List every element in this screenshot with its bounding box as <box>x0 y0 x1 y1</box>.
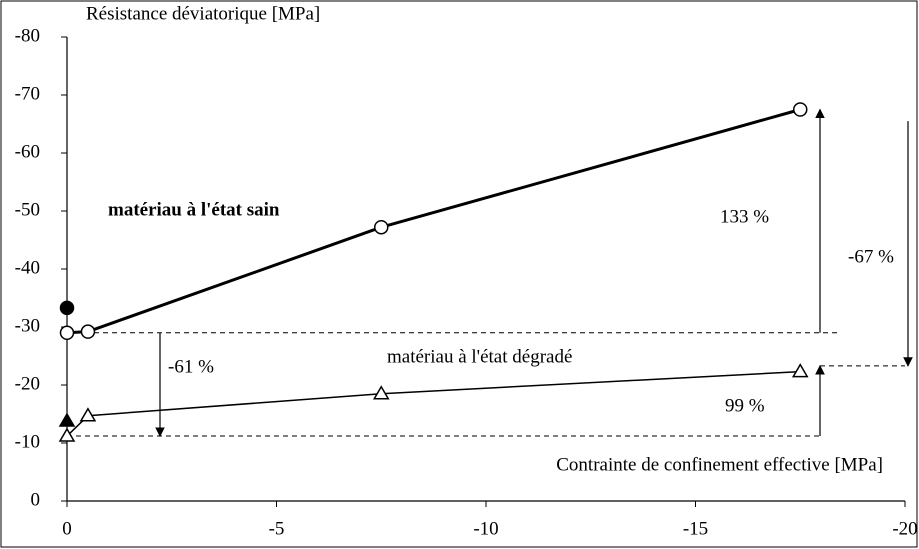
series-label: matériau à l'état sain <box>108 199 280 220</box>
x-tick-label: 0 <box>62 518 72 539</box>
series-line <box>66 370 801 437</box>
marker <box>793 102 808 117</box>
annotation: 133 % <box>720 206 769 227</box>
annotation: -61 % <box>168 356 214 377</box>
y-tick-label: -80 <box>15 25 40 46</box>
marker <box>80 324 96 339</box>
marker <box>791 363 809 378</box>
x-axis-label: Contrainte de confinement effective [MPa… <box>556 454 883 475</box>
y-tick-label: 0 <box>31 489 41 510</box>
y-tick-label: -10 <box>15 431 40 452</box>
marker <box>59 325 75 341</box>
y-axis-label: Résistance déviatorique [MPa] <box>86 3 320 24</box>
y-tick-label: -30 <box>15 315 40 336</box>
annotation: -67 % <box>848 246 894 267</box>
series-line <box>66 108 801 335</box>
marker <box>79 407 97 422</box>
x-tick-label: -10 <box>473 518 498 539</box>
y-tick-label: -70 <box>15 83 40 104</box>
y-tick-label: -60 <box>15 141 40 162</box>
y-tick-label: -20 <box>15 373 40 394</box>
marker <box>374 219 389 235</box>
x-tick-label: -20 <box>892 518 917 539</box>
y-tick-label: -40 <box>15 257 40 278</box>
x-tick-label: -15 <box>683 518 708 539</box>
marker <box>58 412 76 427</box>
marker <box>59 300 75 316</box>
y-tick-label: -50 <box>15 199 40 220</box>
series-label: matériau à l'état dégradé <box>387 346 572 367</box>
marker <box>372 385 390 400</box>
x-tick-label: -5 <box>269 518 285 539</box>
annotation: 99 % <box>725 395 765 416</box>
marker <box>58 427 76 442</box>
